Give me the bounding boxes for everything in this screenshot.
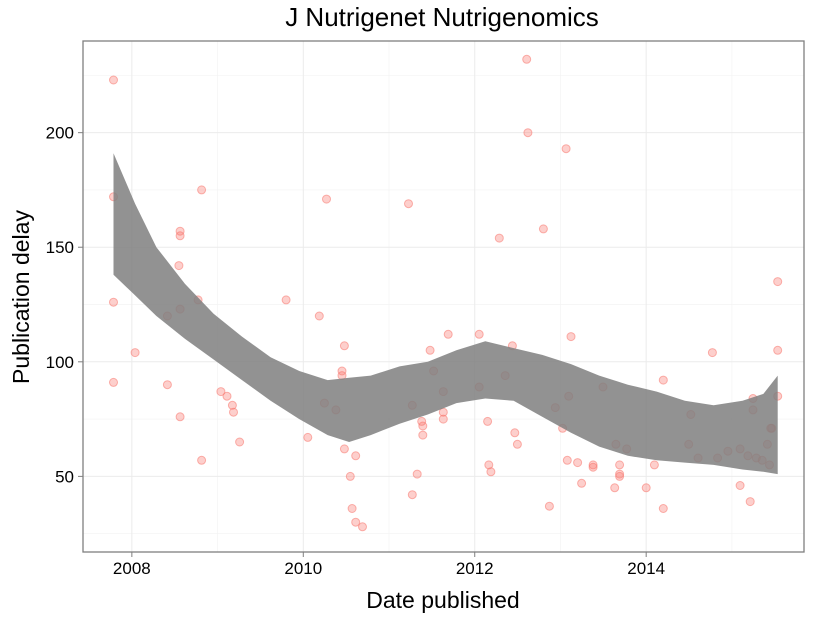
data-point xyxy=(707,348,717,358)
data-point xyxy=(615,460,625,470)
data-point xyxy=(418,430,428,440)
data-point xyxy=(339,444,349,454)
data-point xyxy=(197,455,207,465)
data-point xyxy=(314,311,324,321)
x-tick-label: 2010 xyxy=(284,559,322,578)
y-axis-title: Publication delay xyxy=(8,210,34,384)
data-point xyxy=(175,412,185,422)
data-point xyxy=(109,75,118,85)
data-point xyxy=(235,437,245,447)
data-point xyxy=(658,504,668,513)
data-point xyxy=(474,329,484,339)
data-point xyxy=(566,332,576,342)
data-point xyxy=(281,295,291,305)
data-point xyxy=(425,345,435,355)
plot-border xyxy=(82,40,805,553)
data-point xyxy=(222,391,232,401)
plot-panel xyxy=(83,41,804,552)
data-point xyxy=(347,504,357,513)
data-point xyxy=(522,54,532,64)
data-point xyxy=(588,462,598,472)
data-point xyxy=(351,517,361,527)
data-point xyxy=(544,501,554,511)
y-tick-label: 100 xyxy=(46,353,74,372)
data-point xyxy=(418,421,428,431)
data-point xyxy=(484,460,494,470)
y-axis-ticks: 50 100 150 200 xyxy=(46,124,83,486)
data-point xyxy=(412,469,422,479)
data-point xyxy=(443,329,453,339)
data-point xyxy=(510,428,520,438)
major-grid xyxy=(83,41,804,552)
data-point xyxy=(523,128,533,138)
data-point xyxy=(404,199,413,209)
data-point xyxy=(745,497,755,507)
data-point xyxy=(339,341,349,351)
data-point xyxy=(588,460,598,470)
data-point xyxy=(512,439,522,449)
y-tick-label: 150 xyxy=(46,238,74,257)
chart-title: J Nutrigenet Nutrigenomics xyxy=(285,2,599,32)
data-point xyxy=(162,380,172,390)
x-tick-label: 2014 xyxy=(627,559,665,578)
data-point xyxy=(641,483,651,493)
y-tick-label: 200 xyxy=(46,124,74,143)
data-point xyxy=(174,261,184,271)
smooth-confidence-band xyxy=(113,153,778,475)
y-tick-label: 50 xyxy=(55,467,74,486)
data-point xyxy=(229,407,238,417)
data-point xyxy=(216,387,226,397)
data-point xyxy=(351,451,361,461)
data-point xyxy=(227,400,237,410)
data-point xyxy=(175,231,185,241)
data-point xyxy=(358,522,367,532)
data-point xyxy=(197,185,207,195)
data-point xyxy=(573,458,583,468)
data-point xyxy=(649,460,659,470)
data-point xyxy=(483,416,493,426)
data-point xyxy=(109,297,118,307)
data-point xyxy=(345,471,355,481)
data-point xyxy=(773,277,783,287)
data-point xyxy=(494,233,504,243)
data-point xyxy=(562,455,572,465)
data-point xyxy=(658,375,668,385)
data-point xyxy=(438,414,448,424)
data-point xyxy=(109,377,118,387)
data-point xyxy=(322,194,331,204)
data-point xyxy=(735,481,745,490)
data-point xyxy=(615,471,625,481)
x-axis-ticks: 2008 2010 2012 2014 xyxy=(113,552,665,578)
x-axis-title: Date published xyxy=(366,587,519,613)
data-point xyxy=(407,490,417,500)
data-point xyxy=(615,469,625,479)
data-point xyxy=(773,345,783,355)
data-point xyxy=(610,483,620,493)
x-tick-label: 2008 xyxy=(113,559,151,578)
data-point xyxy=(577,478,587,488)
data-point xyxy=(175,226,185,236)
data-point xyxy=(538,224,548,234)
data-point xyxy=(130,348,140,358)
data-point xyxy=(561,144,571,154)
data-point xyxy=(303,432,313,442)
x-tick-label: 2012 xyxy=(456,559,494,578)
data-point xyxy=(486,467,496,477)
data-point xyxy=(337,366,347,376)
